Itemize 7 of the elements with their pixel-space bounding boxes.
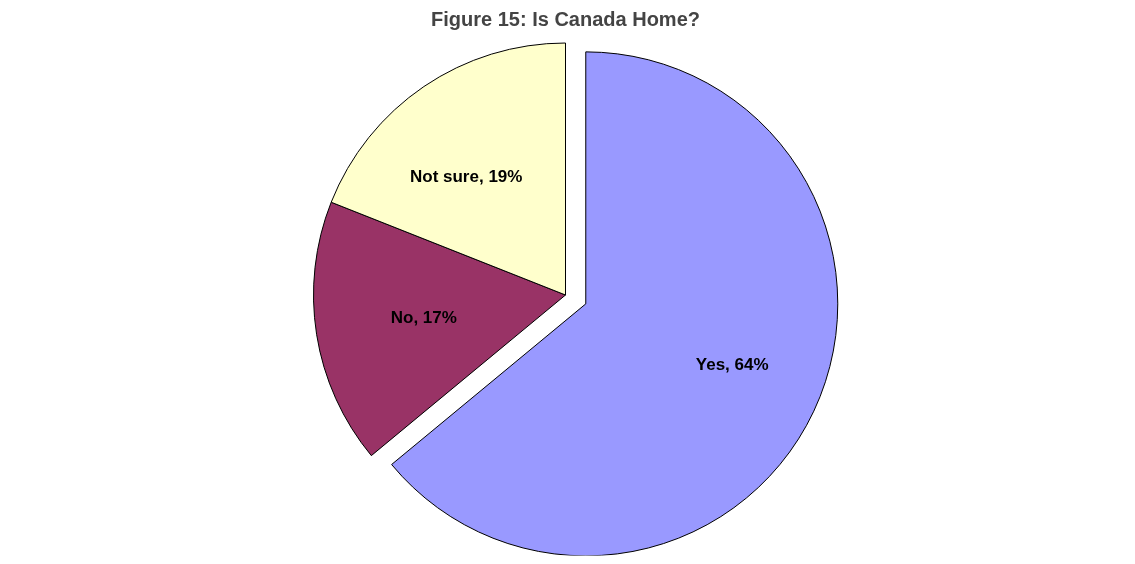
data-label: , 19% <box>478 167 523 186</box>
slice-label: No <box>390 307 414 327</box>
data-label: , 17% <box>413 307 457 327</box>
data-label: , 64% <box>725 355 769 375</box>
slice-label: Yes <box>695 355 726 375</box>
chart-title: Figure 15: Is Canada Home? <box>431 7 700 30</box>
slice-label: Not sure <box>409 167 479 186</box>
